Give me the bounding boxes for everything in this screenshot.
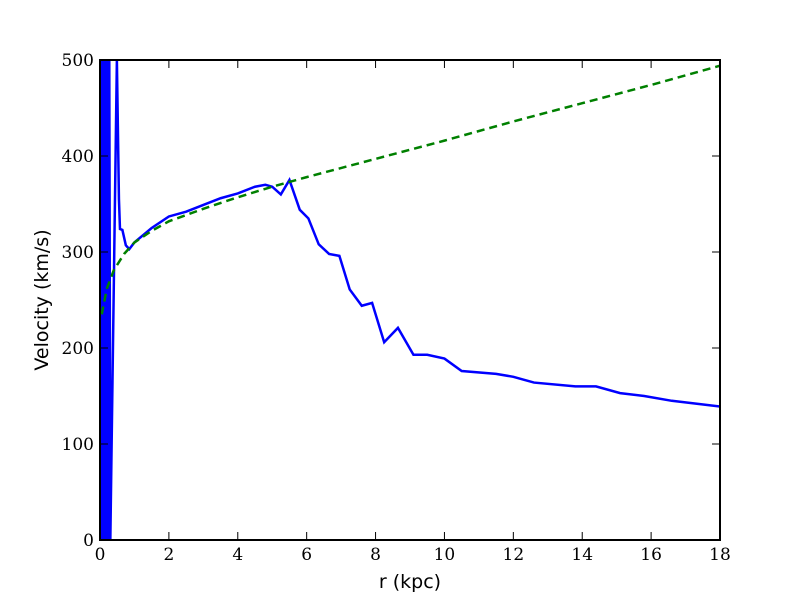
x-tick-label: 2 <box>163 545 174 565</box>
x-tick-label: 6 <box>301 545 312 565</box>
y-tick-label: 200 <box>62 339 94 359</box>
y-tick-label: 100 <box>62 435 94 455</box>
y-tick-label: 300 <box>62 243 94 263</box>
x-tick-label: 10 <box>434 545 456 565</box>
x-tick-label: 16 <box>640 545 662 565</box>
plot-frame <box>99 59 721 541</box>
x-tick-label: 8 <box>370 545 381 565</box>
y-axis-label: Velocity (km/s) <box>31 229 53 370</box>
line-series <box>100 64 720 315</box>
x-tick-label: 14 <box>571 545 593 565</box>
x-axis-label: r (kpc) <box>379 571 441 593</box>
y-tick-label: 400 <box>62 147 94 167</box>
y-tick-label: 0 <box>83 531 94 551</box>
x-tick-label: 0 <box>95 545 106 565</box>
x-tick-label: 4 <box>232 545 243 565</box>
y-tick-label: 500 <box>62 51 94 71</box>
x-tick-label: 18 <box>709 545 731 565</box>
x-tick-label: 12 <box>503 545 525 565</box>
line-series <box>100 60 720 540</box>
